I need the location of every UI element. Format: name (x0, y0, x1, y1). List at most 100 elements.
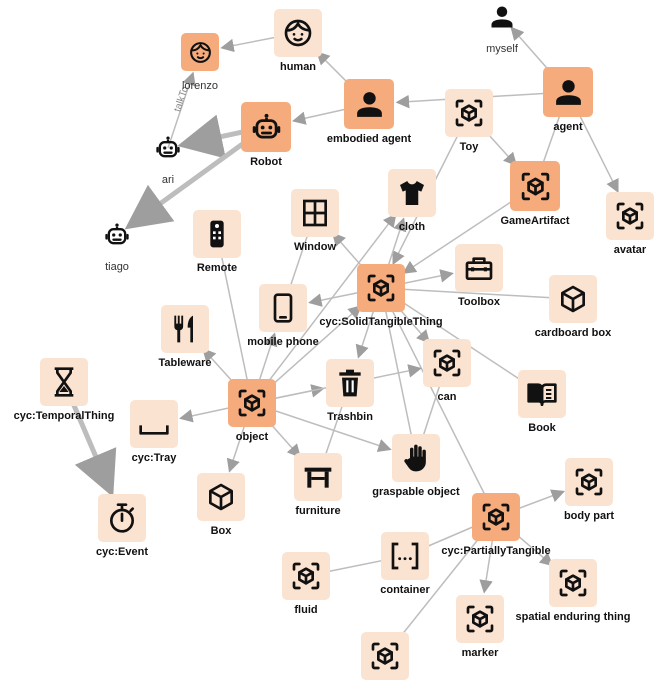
node-box[interactable] (381, 532, 429, 580)
node-label: tiago (105, 261, 129, 273)
node-box[interactable] (326, 359, 374, 407)
node-box[interactable] (606, 192, 654, 240)
node-label: spatial enduring thing (515, 611, 631, 623)
robot-icon (103, 221, 131, 249)
phone-icon (267, 292, 299, 324)
cube-icon (614, 200, 646, 232)
node-label: can (437, 391, 457, 403)
person-icon (488, 3, 516, 31)
node-label: embodied agent (326, 133, 412, 145)
hourglass-icon (48, 366, 80, 398)
node-box[interactable] (259, 284, 307, 332)
node-box[interactable] (488, 3, 516, 31)
node-box[interactable] (40, 358, 88, 406)
cube-icon (480, 501, 512, 533)
cube-icon (290, 560, 322, 592)
node-box[interactable] (361, 632, 409, 680)
node-box[interactable] (294, 453, 342, 501)
node-label: graspable object (372, 486, 460, 498)
robot-icon (250, 111, 283, 144)
node-label: fluid (294, 604, 318, 616)
hand-icon (400, 442, 432, 474)
table-icon (302, 461, 334, 493)
tray-icon (138, 408, 170, 440)
node-box[interactable] (549, 559, 597, 607)
cube-icon (365, 272, 397, 304)
node-label: ari (161, 174, 175, 186)
node-box[interactable] (543, 67, 593, 117)
node-label: Toolbox (458, 296, 500, 308)
node-box[interactable] (98, 494, 146, 542)
shirt-icon (396, 177, 428, 209)
node-box[interactable] (549, 275, 597, 323)
node-box[interactable] (193, 210, 241, 258)
node-box[interactable] (161, 305, 209, 353)
node-box[interactable] (565, 458, 613, 506)
cube-icon (431, 347, 463, 379)
node-label: Tableware (158, 357, 212, 369)
node-label: mobile phone (247, 336, 319, 348)
node-label: body part (563, 510, 615, 522)
node-box[interactable] (181, 33, 219, 71)
node-box[interactable] (455, 244, 503, 292)
plain-cube-icon (205, 481, 237, 513)
node-box[interactable] (291, 189, 339, 237)
cube-icon (369, 640, 401, 672)
node-box[interactable] (456, 595, 504, 643)
node-label: cyc:TemporalThing (13, 410, 115, 422)
node-box[interactable] (510, 161, 560, 211)
node-label: myself (486, 43, 518, 55)
node-box[interactable] (274, 9, 322, 57)
node-label: Box (210, 525, 232, 537)
node-label: GameArtifact (500, 215, 570, 227)
node-label: marker (461, 647, 499, 659)
node-box[interactable] (130, 400, 178, 448)
node-box[interactable] (518, 370, 566, 418)
node-box[interactable] (472, 493, 520, 541)
node-label: Trashbin (327, 411, 373, 423)
node-label: Book (528, 422, 556, 434)
node-label: cyc:SolidTangibleThing (319, 316, 443, 328)
window-icon (299, 197, 331, 229)
node-label: Robot (250, 156, 282, 168)
node-box[interactable] (388, 169, 436, 217)
cube-icon (236, 387, 268, 419)
node-box[interactable] (154, 134, 182, 162)
edge-solid-partial (380, 287, 497, 518)
node-label: cloth (398, 221, 426, 233)
node-label: Remote (196, 262, 238, 274)
book-icon (526, 378, 558, 410)
node-label: cardboard box (534, 327, 612, 339)
node-label: container (380, 584, 430, 596)
cube-icon (464, 603, 496, 635)
person-icon (552, 76, 585, 109)
face-icon (188, 40, 213, 65)
node-box[interactable] (392, 434, 440, 482)
robot-icon (154, 134, 182, 162)
node-box[interactable] (357, 264, 405, 312)
remote-icon (201, 218, 233, 250)
cutlery-icon (169, 313, 201, 345)
node-box[interactable] (423, 339, 471, 387)
node-box[interactable] (241, 102, 291, 152)
node-label: cyc:PartiallyTangible (441, 545, 551, 557)
node-label: agent (553, 121, 583, 133)
edge-object-remote (216, 233, 253, 404)
node-label: furniture (295, 505, 341, 517)
node-label: lorenzo (181, 80, 219, 92)
cube-icon (573, 466, 605, 498)
edge-ari-lorenzo (167, 71, 196, 149)
node-box[interactable] (344, 79, 394, 129)
node-box[interactable] (103, 221, 131, 249)
edge-solid-cardboard_box (380, 287, 574, 300)
edge-object-cloth (251, 213, 397, 404)
person-icon (353, 88, 386, 121)
node-box[interactable] (445, 89, 493, 137)
node-label: Window (293, 241, 337, 253)
face-icon (282, 17, 314, 49)
node-box[interactable] (197, 473, 245, 521)
node-box[interactable] (228, 379, 276, 427)
node-box[interactable] (282, 552, 330, 600)
node-label: avatar (613, 244, 647, 256)
cube-icon (453, 97, 485, 129)
